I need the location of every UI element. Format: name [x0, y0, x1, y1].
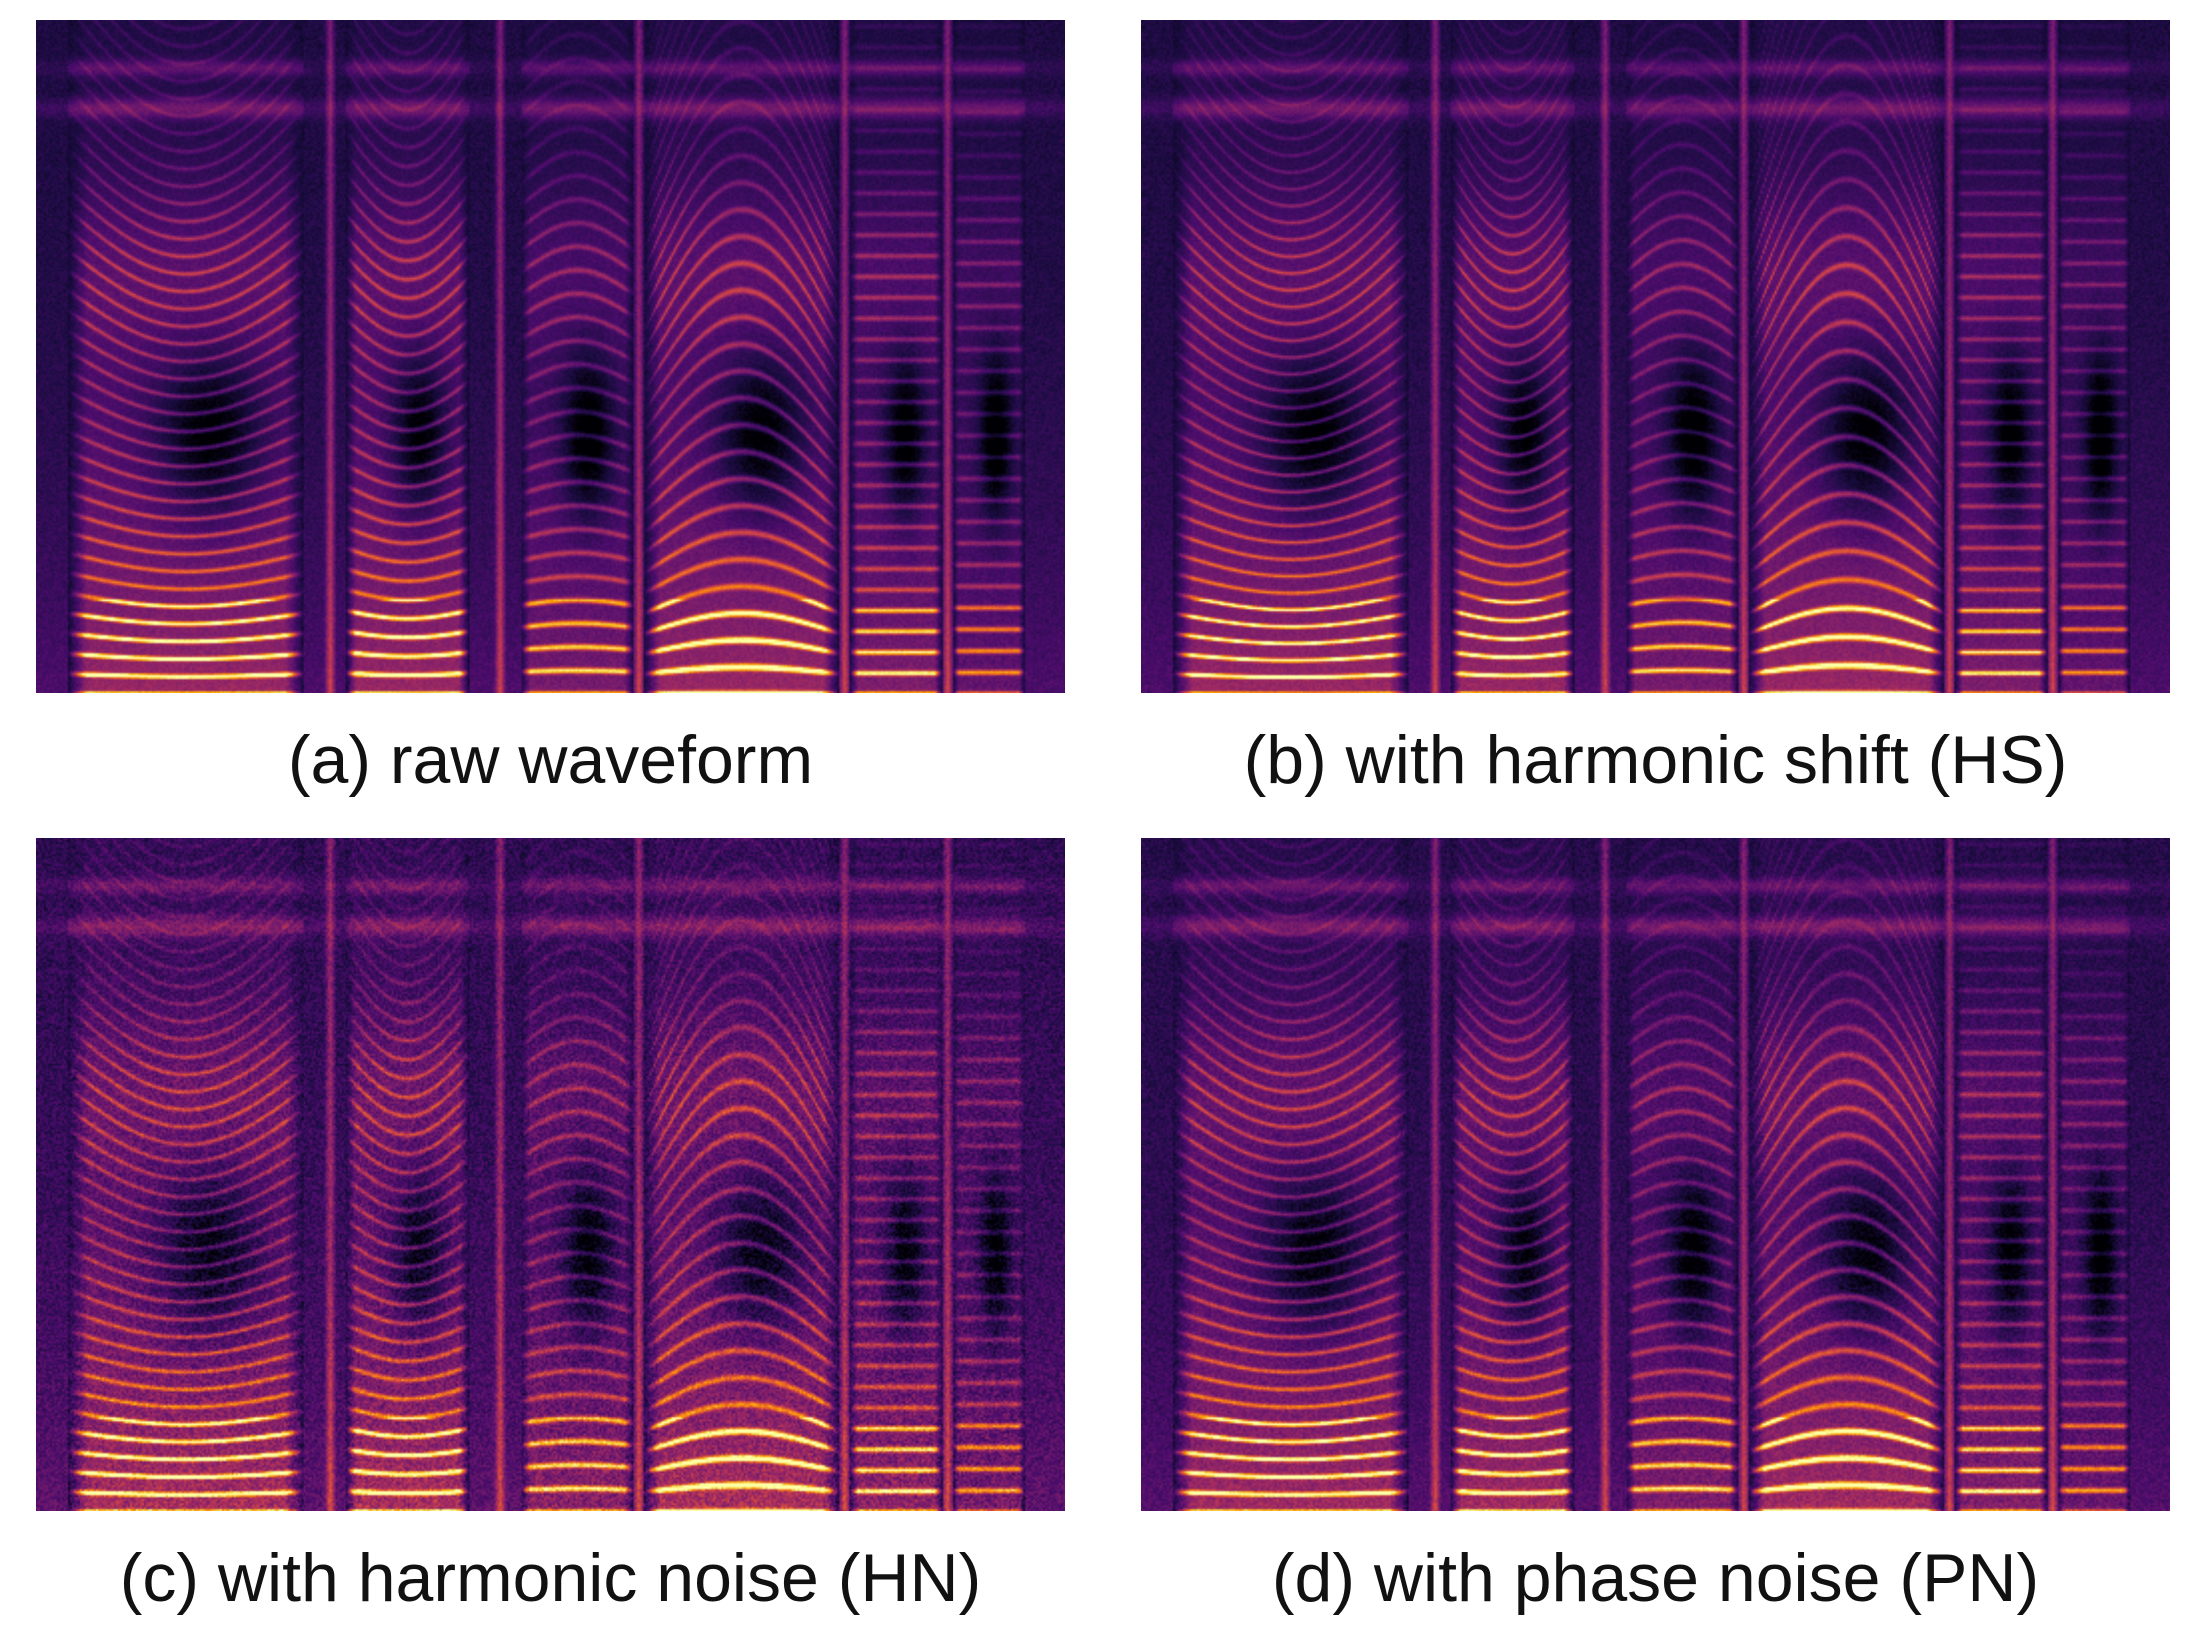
spectrogram-image: [36, 20, 1065, 693]
panel-caption: (b) with harmonic shift (HS): [1243, 722, 2068, 798]
spectrogram-canvas: [1141, 838, 2170, 1511]
panel-caption: (c) with harmonic noise (HN): [119, 1540, 982, 1616]
spectrogram-canvas: [1141, 20, 2170, 693]
spectrogram-image: [1141, 838, 2170, 1511]
spectrogram-canvas: [36, 838, 1065, 1511]
spectrogram-image: [36, 838, 1065, 1511]
panel-caption: (a) raw waveform: [287, 722, 814, 798]
spectrogram-canvas: [36, 20, 1065, 693]
panel-caption: (d) with phase noise (PN): [1271, 1540, 2040, 1616]
spectrogram-image: [1141, 20, 2170, 693]
